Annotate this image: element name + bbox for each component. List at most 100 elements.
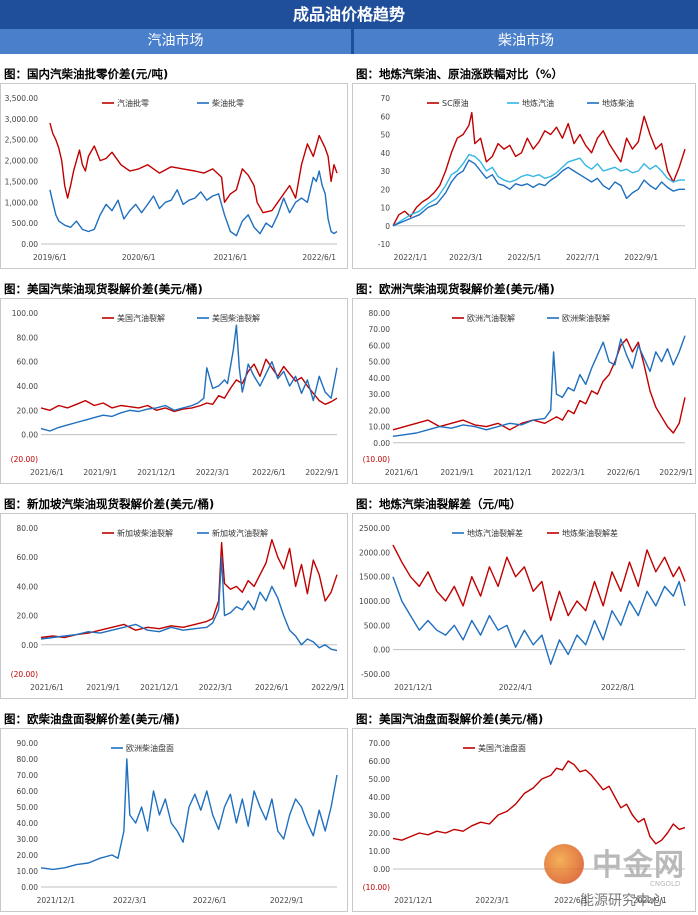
y-tick-label: 1000.00: [359, 597, 390, 606]
legend-item: 美国柴油裂解: [197, 313, 260, 323]
legend-item: 地炼柴油: [587, 98, 634, 108]
x-tick-label: 2022/9/1: [633, 896, 667, 905]
series-line: [49, 170, 338, 237]
panel-c4: 图：欧洲汽柴油现货裂解价差(美元/桶) (10.00) 0.00 10.00 20.0…: [352, 281, 698, 486]
series-line: [392, 544, 686, 622]
y-tick-label: 0.00: [373, 646, 390, 655]
tab-diesel-market[interactable]: 柴油市场: [354, 29, 698, 54]
y-tick-label: -10: [378, 240, 390, 249]
y-tick-label: 0.00: [373, 865, 390, 874]
y-tick-label: 2,500.00: [5, 136, 39, 145]
y-tick-label: 20.00: [369, 829, 391, 838]
legend-label: 欧洲汽油裂解: [467, 313, 515, 323]
y-tick-label: 0.00: [373, 439, 390, 448]
y-tick-label: 40.00: [369, 374, 391, 383]
chart-title: 图：美国汽油盘面裂解价差(美元/桶): [356, 712, 544, 726]
x-tick-label: 2022/6/1: [252, 468, 286, 477]
x-tick-label: 2021/12/1: [493, 468, 532, 477]
y-tick-label: 20.00: [17, 851, 39, 860]
watermark-brand: 中金网: [592, 848, 685, 883]
legend-label: 美国汽油盘面: [478, 743, 526, 753]
x-tick-label: 2021/6/1: [30, 468, 64, 477]
y-tick-label: 40.00: [17, 382, 39, 391]
x-tick-label: 2021/9/1: [440, 468, 474, 477]
legend-label: 柴油批零: [212, 98, 244, 108]
series-line: [40, 358, 338, 413]
y-tick-label: 30.00: [17, 835, 39, 844]
y-tick-label: 60.00: [17, 358, 39, 367]
x-tick-label: 2021/9/1: [86, 683, 120, 692]
watermark: 中金网 CNGOLD 能源研究中心: [540, 838, 698, 915]
panel-c8: 图：美国汽油盘面裂解价差(美元/桶) (10.00) 0.00 10.00 20.00…: [352, 711, 698, 913]
y-tick-label: (20.00): [11, 455, 38, 464]
chart-title: 图：欧洲汽柴油现货裂解价差(美元/桶): [356, 282, 555, 296]
y-tick-label: 60.00: [17, 787, 39, 796]
y-tick-label: 1,500.00: [5, 177, 39, 186]
chart-c8: (10.00) 0.00 10.00 20.00 30.00 40.00 50.00 60.0…: [363, 739, 686, 905]
x-tick-label: 2022/3/1: [113, 896, 147, 905]
panel-c5: 图：新加坡汽柴油现货裂解价差(美元/桶) (20.00) 0.00 20.00 40.…: [0, 496, 348, 701]
y-tick-label: (10.00): [363, 883, 390, 892]
y-tick-label: 50.00: [369, 358, 391, 367]
legend-label: 地炼汽油裂解差: [467, 528, 523, 538]
y-tick-label: 0.00: [21, 641, 38, 650]
x-tick-label: 2022/8/1: [601, 683, 635, 692]
y-tick-label: 10: [380, 204, 390, 213]
chart-title: 图：国内汽柴油批零价差(元/吨): [4, 67, 169, 81]
series-line: [40, 758, 338, 871]
x-tick-label: 2021/6/1: [214, 253, 248, 262]
legend-label: 新加坡汽油裂解: [212, 528, 268, 538]
legend-label: 欧洲柴油裂解: [562, 313, 610, 323]
tab-gasoline-market[interactable]: 汽油市场: [0, 29, 351, 54]
y-tick-label: 50: [380, 131, 390, 140]
legend-label: 美国汽油裂解: [117, 313, 165, 323]
series-line: [392, 576, 686, 666]
chart-c7: 0.00 10.00 20.00 30.00 40.00 50.00 60.00 70.00 8…: [17, 739, 338, 905]
y-tick-label: 0.00: [21, 240, 38, 249]
x-tick-label: 2022/3/1: [199, 683, 233, 692]
y-tick-label: 40.00: [17, 819, 39, 828]
y-tick-label: 3,500.00: [5, 94, 39, 103]
y-tick-label: 50.00: [17, 803, 39, 812]
x-tick-label: 2021/9/1: [83, 468, 117, 477]
x-tick-label: 2021/12/1: [37, 896, 76, 905]
panel-c6: 图：地炼汽柴油裂解差（元/吨） -500.00 0.00 500.00 1000.00…: [352, 496, 698, 701]
y-tick-label: 80.00: [17, 333, 39, 342]
legend-label: 美国柴油裂解: [212, 313, 260, 323]
y-tick-label: 0.00: [21, 883, 38, 892]
y-tick-label: 500.00: [12, 219, 38, 228]
chart-title: 图：新加坡汽柴油现货裂解价差(美元/桶): [4, 497, 215, 511]
legend-item: 地炼柴油裂解差: [547, 528, 618, 538]
y-tick-label: 60.00: [369, 341, 391, 350]
chart-title: 图：地炼汽柴油裂解差（元/吨）: [356, 497, 522, 511]
y-tick-label: 70: [380, 94, 390, 103]
y-tick-label: (20.00): [11, 670, 38, 679]
tab-divider: [351, 29, 354, 54]
legend-item: 欧洲柴油裂解: [547, 313, 610, 323]
y-tick-label: 10.00: [369, 847, 391, 856]
x-tick-label: 2022/5/1: [508, 253, 542, 262]
legend-label: 地炼柴油: [602, 98, 634, 108]
y-tick-label: 20.00: [17, 612, 39, 621]
legend-item: 汽油批零: [102, 98, 149, 108]
series-line: [40, 324, 338, 432]
legend-item: 地炼汽油: [507, 98, 554, 108]
y-tick-label: 50.00: [369, 775, 391, 784]
brand-logo-icon: [544, 844, 584, 884]
legend-item: 欧洲汽油裂解: [452, 313, 515, 323]
chart-c1: 0.00 500.00 1,000.00 1,500.00 2,000.00 2,500.…: [5, 94, 338, 262]
y-tick-label: 2,000.00: [5, 157, 39, 166]
y-tick-label: 2000.00: [359, 548, 390, 557]
series-line: [392, 159, 685, 227]
series-line: [392, 335, 686, 437]
x-tick-label: 2022/9/1: [659, 468, 693, 477]
chart-c5: (20.00) 0.00 20.00 40.00 60.00 80.00 2021/6/1 2…: [11, 524, 346, 692]
x-tick-label: 2022/6/1: [607, 468, 641, 477]
y-tick-label: 0.00: [21, 431, 38, 440]
x-tick-label: 2021/12/1: [394, 896, 433, 905]
y-tick-label: 10.00: [17, 867, 39, 876]
y-tick-label: (10.00): [363, 455, 390, 464]
series-line: [40, 556, 338, 652]
x-tick-label: 2019/6/1: [33, 253, 67, 262]
y-tick-label: 10.00: [369, 423, 391, 432]
